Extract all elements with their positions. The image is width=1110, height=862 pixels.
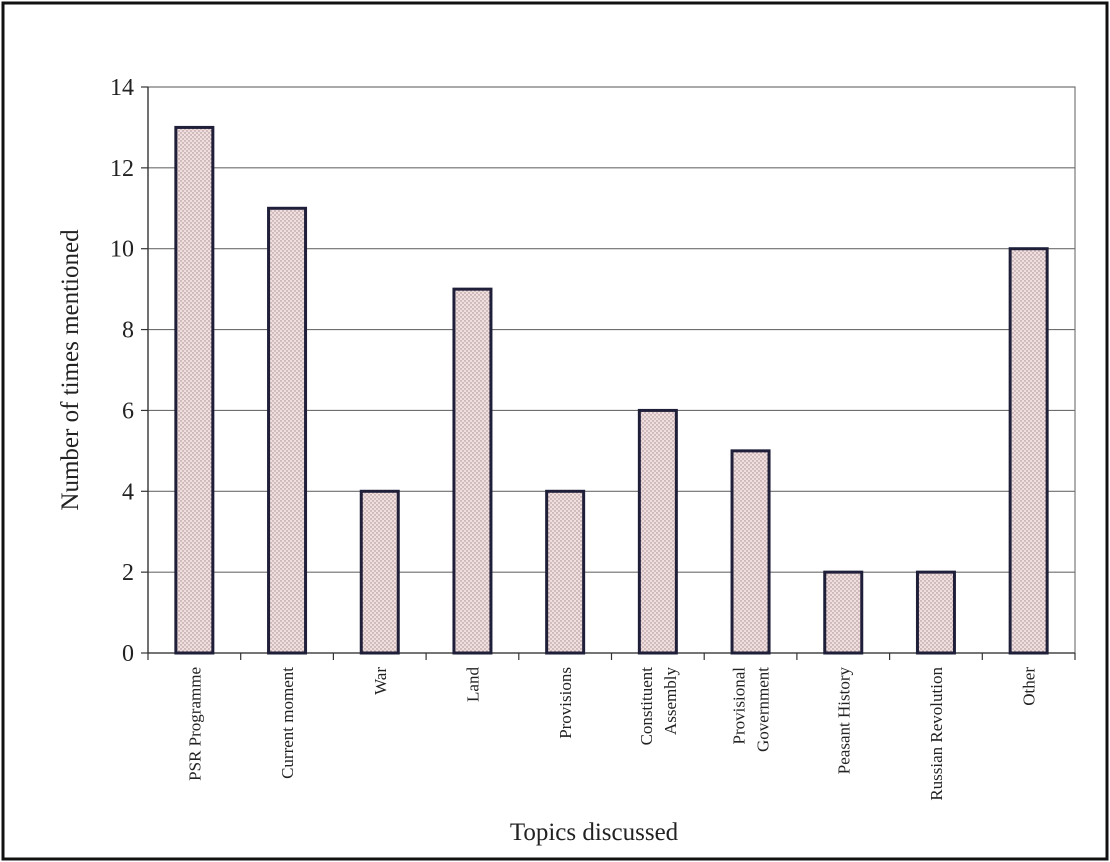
bar [1008, 247, 1049, 655]
bar [359, 489, 400, 655]
x-tick-label: Russian Revolution [927, 667, 946, 801]
bar [637, 408, 678, 655]
x-axis-title: Topics discussed [510, 819, 679, 846]
y-tick-label: 4 [122, 479, 134, 505]
y-axis-title: Number of times mentioned [57, 229, 84, 511]
x-tick-label: Government [754, 667, 773, 752]
bar [915, 570, 956, 655]
y-tick-label: 12 [110, 156, 134, 182]
bar [730, 449, 771, 655]
bar [267, 206, 308, 655]
y-tick-label: 8 [122, 318, 134, 344]
bar [823, 570, 864, 655]
x-tick-label: Other [1020, 667, 1039, 706]
x-tick-label: Current moment [278, 667, 297, 779]
y-tick-label: 0 [122, 641, 134, 667]
y-tick-label: 2 [122, 560, 134, 586]
bar [452, 287, 493, 655]
plot-area: 0 2 4 6 8 10 12 14 PSR Programme Current moment Wa… [110, 75, 1076, 801]
y-tick-label: 6 [122, 398, 134, 424]
y-tick-label: 10 [110, 237, 134, 263]
bar [174, 125, 215, 655]
x-tick-label: Peasant History [834, 667, 853, 775]
x-tick-label: PSR Programme [185, 667, 204, 781]
y-tick-label: 14 [110, 75, 134, 101]
x-tick-label: Assembly [661, 667, 680, 736]
x-tick-label: War [371, 667, 390, 695]
bar [545, 489, 586, 655]
x-tick-label: Provisions [556, 667, 575, 739]
x-tick-label: Provisional [730, 667, 749, 745]
x-tick-label: Constituent [637, 667, 656, 746]
x-tick-label: Land [463, 667, 482, 702]
